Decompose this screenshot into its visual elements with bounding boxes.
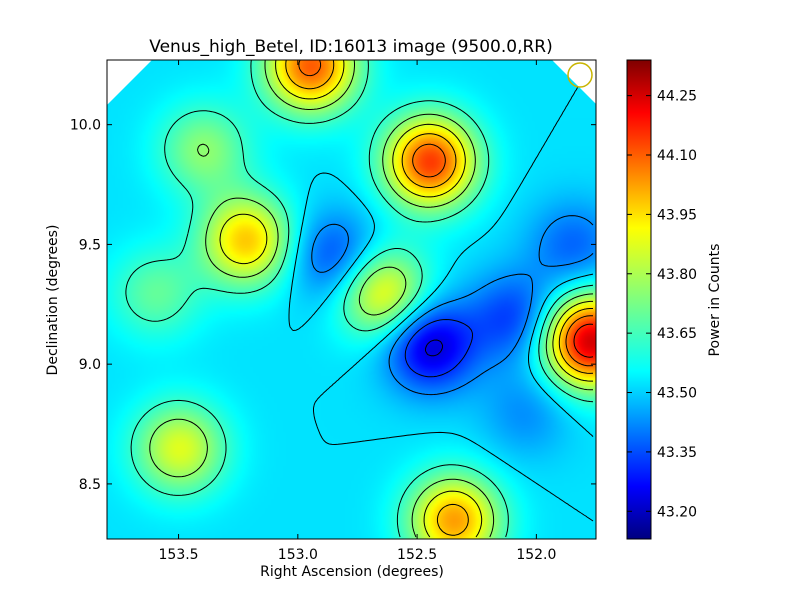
colorbar-tick-label: 43.95 (657, 207, 697, 223)
colorbar: 43.20 43.35 43.50 43.65 43.80 43.95 44.10 44.25… (626, 59, 723, 540)
plot-frame (106, 59, 597, 540)
colorbar-tick-label: 43.50 (657, 386, 697, 402)
colorbar-label: Power in Counts (707, 244, 723, 357)
x-ticks: 153.5 153.0 152.5 152.0 (159, 60, 556, 563)
colorbar-ticks: 43.20 43.35 43.50 43.65 43.80 43.95 44.10 44.25 (627, 89, 697, 520)
contour-level-5 (149, 60, 594, 538)
y-tick-label: 9.0 (79, 357, 101, 373)
chart-title: Venus_high_Betel, ID:16013 image (9500.0… (149, 37, 552, 57)
colorbar-tick-label: 44.25 (657, 89, 697, 105)
contour-level-8 (298, 60, 594, 367)
contour-level-7 (285, 60, 594, 536)
colorbar-tick-label: 43.20 (657, 504, 697, 520)
x-tick-label: 152.0 (516, 547, 556, 563)
colorbar-gradient (626, 59, 652, 540)
heatmap-image (107, 60, 596, 539)
y-tick-label: 9.5 (79, 237, 101, 253)
colorbar-tick-label: 44.10 (657, 148, 697, 164)
y-tick-label: 8.5 (79, 477, 101, 493)
colorbar-tick-label: 43.35 (657, 445, 697, 461)
beam-marker (567, 62, 593, 88)
contour-level-0 (425, 339, 443, 357)
plot-area: 153.5 153.0 152.5 152.0 8.5 9.0 9.5 10.0 (70, 59, 597, 563)
colorbar-tick-label: 43.80 (657, 267, 697, 283)
colorbar-tick-label: 43.65 (657, 326, 697, 342)
x-tick-label: 153.0 (278, 547, 318, 563)
x-axis-label: Right Ascension (degrees) (260, 564, 444, 580)
contour-level-1 (404, 319, 473, 378)
contour-level-4 (125, 60, 594, 538)
y-axis-label: Declination (degrees) (45, 225, 61, 376)
y-ticks: 8.5 9.0 9.5 10.0 (70, 118, 596, 493)
contour-level-9 (573, 323, 594, 358)
x-tick-label: 152.5 (397, 547, 437, 563)
contour-level-6 (219, 60, 593, 538)
contour-level-2 (311, 215, 594, 396)
y-tick-label: 10.0 (70, 118, 101, 134)
contour-lines (125, 60, 594, 538)
x-tick-label: 153.5 (159, 547, 199, 563)
